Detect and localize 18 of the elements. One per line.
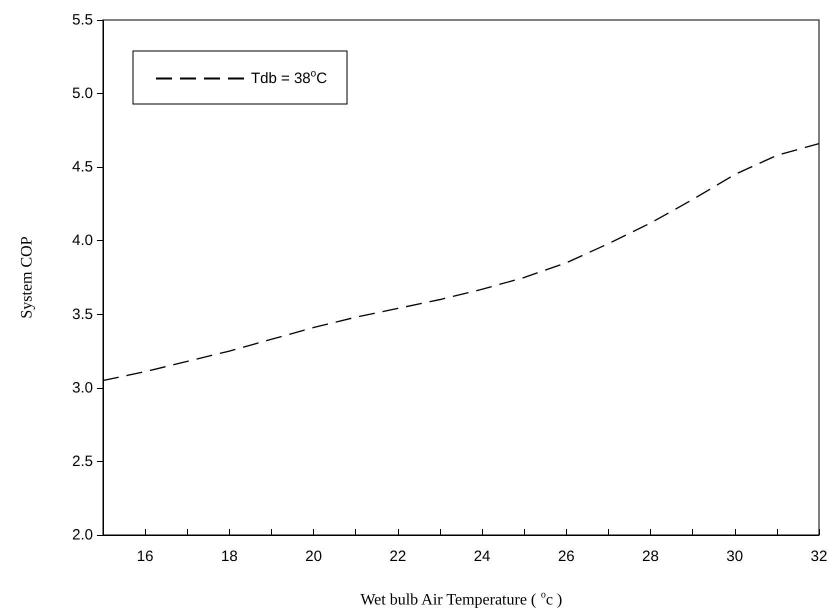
- y-axis-title: System COP: [18, 236, 36, 319]
- x-tick-label: 30: [726, 548, 744, 565]
- y-tick-label: 2.0: [72, 526, 93, 544]
- x-tick-label: 24: [474, 548, 490, 565]
- x-tick-label: 28: [642, 548, 659, 565]
- x-tick-label: 20: [305, 548, 322, 565]
- y-tick-label: 5.0: [72, 85, 93, 102]
- x-tick-label: 18: [221, 548, 238, 565]
- y-tick-label: 4.5: [72, 158, 93, 176]
- y-tick-label: 3.5: [72, 306, 93, 323]
- y-tick-label: 5.5: [72, 12, 93, 28]
- y-tick-label: 4.0: [72, 232, 93, 250]
- y-tick-label: 3.0: [72, 379, 93, 396]
- x-tick-label: 16: [136, 548, 154, 565]
- x-tick-label: 32: [810, 548, 828, 565]
- x-tick-label: 26: [558, 548, 575, 565]
- x-tick-label: 22: [389, 548, 406, 565]
- y-tick-label: 2.5: [72, 452, 93, 470]
